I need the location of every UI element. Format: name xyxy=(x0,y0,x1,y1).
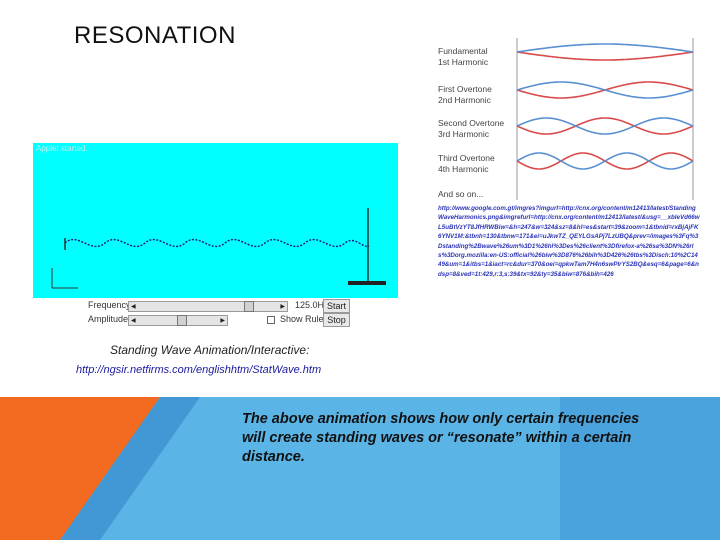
frequency-control-row: Frequency ◀ ▶ 125.0Hz Start xyxy=(33,299,398,315)
slide-title: RESONATION xyxy=(74,22,236,49)
bottom-orange-shape xyxy=(0,397,160,540)
bottom-dark-blue-shape xyxy=(560,397,720,540)
harmonic-label-line1: And so on... xyxy=(438,189,484,199)
show-ruler-label: Show Ruler xyxy=(280,314,327,324)
harmonic-label-line2: 3rd Harmonic xyxy=(438,129,490,139)
harmonic-4-wave-blue xyxy=(516,152,694,170)
harmonic-label-line2: 1st Harmonic xyxy=(438,57,489,67)
vibrator-base xyxy=(348,281,386,285)
source-url[interactable]: http://www.google.com.gt/imgres?imgurl=h… xyxy=(438,205,700,278)
harmonic-label-4: Third Overtone 4th Harmonic xyxy=(438,153,495,175)
frequency-readout: 125.0Hz xyxy=(295,300,329,310)
frequency-slider-thumb[interactable] xyxy=(244,301,255,312)
slider-right-arrow-icon[interactable]: ▶ xyxy=(280,304,285,310)
bottom-mid-blue-shape xyxy=(60,397,200,540)
standing-wave-string xyxy=(64,238,370,248)
amplitude-control-row: Amplitude ◀ ▶ Show Ruler Stop xyxy=(33,313,398,329)
harmonic-label-line2: 2nd Harmonic xyxy=(438,95,491,105)
standing-wave-applet[interactable]: Applet started. xyxy=(33,143,398,298)
applet-caption: Standing Wave Animation/Interactive: xyxy=(110,343,310,357)
slider-left-arrow-icon[interactable]: ◀ xyxy=(131,304,136,310)
amplitude-slider-thumb[interactable] xyxy=(177,315,188,326)
harmonics-figure xyxy=(516,38,694,200)
applet-status-text: Applet started. xyxy=(36,144,88,153)
frequency-label: Frequency xyxy=(88,300,131,310)
harmonic-label-line1: Fundamental xyxy=(438,46,488,56)
frequency-slider[interactable]: ◀ ▶ xyxy=(128,301,288,312)
harmonic-label-line1: Third Overtone xyxy=(438,153,495,163)
applet-link[interactable]: http://ngsir.netfirms.com/englishhtm/Sta… xyxy=(76,364,322,376)
harmonic-label-line1: First Overtone xyxy=(438,84,492,94)
harmonic-label-5: And so on... xyxy=(438,189,483,200)
amplitude-label: Amplitude xyxy=(88,314,129,324)
harmonic-label-2: First Overtone 2nd Harmonic xyxy=(438,84,492,106)
harmonic-2-wave-blue xyxy=(516,81,694,99)
amplitude-slider[interactable]: ◀ ▶ xyxy=(128,315,228,326)
harmonic-1-wave-blue xyxy=(516,43,694,53)
slide-body-text: The above animation shows how only certa… xyxy=(242,411,640,465)
harmonic-1-wave-red xyxy=(516,51,694,61)
applet-canvas xyxy=(51,208,386,289)
stop-button[interactable]: Stop xyxy=(323,313,350,327)
start-button[interactable]: Start xyxy=(323,299,350,313)
harmonic-label-line1: Second Overtone xyxy=(438,118,505,128)
slider-right-arrow-icon[interactable]: ▶ xyxy=(220,318,225,324)
bottom-decoration xyxy=(0,397,720,540)
show-ruler-checkbox[interactable] xyxy=(267,316,275,324)
harmonic-label-3: Second Overtone 3rd Harmonic xyxy=(438,118,504,140)
slider-left-arrow-icon[interactable]: ◀ xyxy=(131,318,136,324)
harmonic-label-line2: 4th Harmonic xyxy=(438,164,489,174)
harmonic-3-wave-blue xyxy=(516,117,694,135)
harmonic-waves-group xyxy=(516,43,694,170)
harmonic-label-1: Fundamental 1st Harmonic xyxy=(438,46,488,68)
harmonic-3-wave-red xyxy=(516,117,694,135)
